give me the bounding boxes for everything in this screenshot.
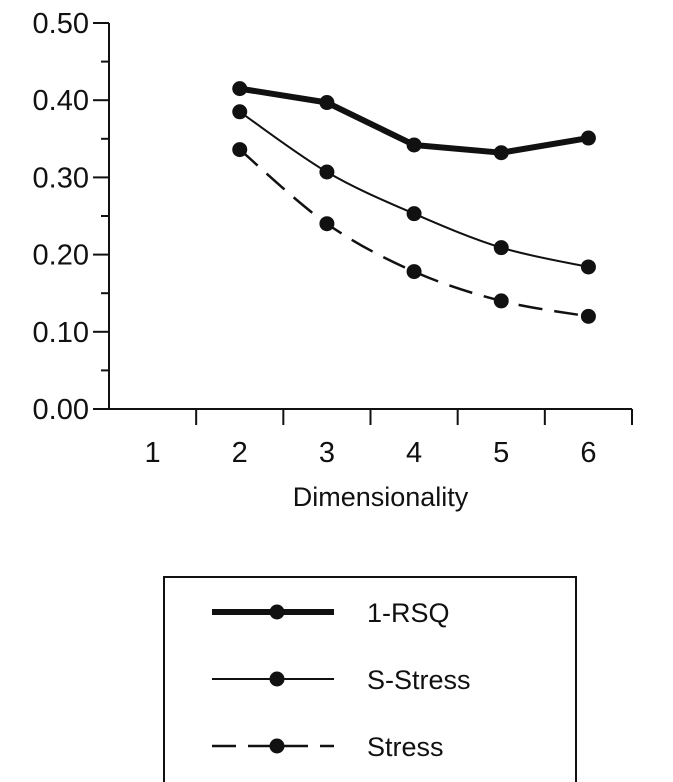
legend-marker xyxy=(269,604,285,620)
data-point xyxy=(232,142,248,158)
data-point xyxy=(232,81,248,97)
legend-box xyxy=(163,576,577,782)
data-point xyxy=(319,216,335,232)
legend-item: 1-RSQ xyxy=(212,598,450,628)
x-tick-label: 1 xyxy=(145,437,161,469)
data-point xyxy=(580,308,596,324)
data-point xyxy=(319,164,335,180)
data-point xyxy=(406,264,422,280)
series-1-rsq xyxy=(232,81,596,161)
data-point xyxy=(493,145,509,161)
data-point xyxy=(580,259,596,275)
series-line xyxy=(238,148,589,318)
y-tick-label: 0.20 xyxy=(33,240,89,272)
legend-label: S-Stress xyxy=(367,665,471,695)
y-tick-label: 0.40 xyxy=(33,85,89,117)
series-s-stress xyxy=(232,104,596,275)
x-ticks: 1 2 3 4 5 6 xyxy=(145,409,633,469)
legend-marker xyxy=(269,671,285,687)
x-tick-label: 5 xyxy=(493,437,509,469)
legend-label: Stress xyxy=(367,732,444,762)
y-tick-label: 0.00 xyxy=(33,394,89,426)
axes: 0.00 0.10 0.20 0.30 0.40 0.50 1 2 3 4 5 6 Dimensio… xyxy=(33,8,633,512)
y-tick-label: 0.50 xyxy=(33,8,89,40)
data-point xyxy=(493,240,509,256)
x-tick-label: 2 xyxy=(232,437,248,469)
data-point xyxy=(493,293,509,309)
legend-item: Stress xyxy=(212,732,444,762)
y-tick-label: 0.10 xyxy=(33,317,89,349)
series-line xyxy=(239,110,589,268)
y-ticks: 0.00 0.10 0.20 0.30 0.40 0.50 xyxy=(33,8,109,426)
legend-item: S-Stress xyxy=(212,665,471,695)
data-point xyxy=(319,95,335,111)
series-layer xyxy=(232,81,596,324)
data-point xyxy=(232,104,248,120)
x-tick-label: 3 xyxy=(319,437,335,469)
data-point xyxy=(406,206,422,222)
legend-items: 1-RSQ S-Stress Stress xyxy=(212,598,471,762)
legend-marker xyxy=(269,738,285,754)
x-tick-label: 6 xyxy=(580,437,596,469)
legend-label: 1-RSQ xyxy=(367,598,450,628)
y-tick-label: 0.30 xyxy=(33,162,89,194)
x-tick-label: 4 xyxy=(406,437,422,469)
series-stress xyxy=(232,142,596,324)
legend: 1-RSQ S-Stress Stress xyxy=(163,576,577,782)
data-point xyxy=(406,137,422,153)
x-axis-title: Dimensionality xyxy=(293,482,469,512)
data-point xyxy=(580,130,596,146)
